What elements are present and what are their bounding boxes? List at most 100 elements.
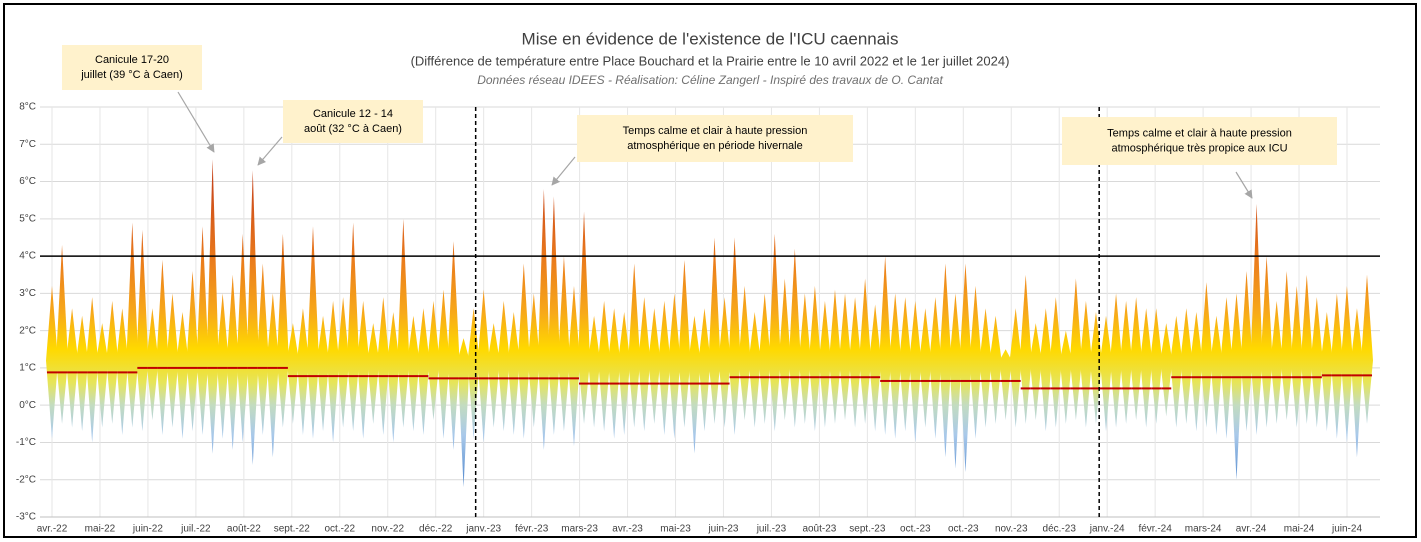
x-tick-label: janv.-24 xyxy=(1089,524,1125,535)
range-spike xyxy=(1059,330,1072,424)
range-spike xyxy=(1230,293,1243,480)
range-spike xyxy=(286,323,299,424)
range-spike xyxy=(1049,297,1062,428)
range-spike xyxy=(517,263,530,439)
y-tick-label: 5°C xyxy=(19,213,36,224)
x-tick-label: déc.-23 xyxy=(1043,524,1077,535)
x-tick-label: mai-24 xyxy=(1284,524,1315,535)
x-tick-label: mai-22 xyxy=(85,524,116,535)
range-spike xyxy=(1009,308,1022,428)
range-spike xyxy=(1220,297,1233,439)
range-spike xyxy=(628,263,641,428)
x-tick-label: juin-23 xyxy=(707,524,738,535)
range-spike xyxy=(929,297,942,439)
chart-frame xyxy=(3,3,1417,538)
range-spike xyxy=(1150,308,1163,424)
range-spike xyxy=(648,308,661,424)
x-tick-label: juil.-22 xyxy=(180,524,211,535)
x-tick-label: mai-23 xyxy=(660,524,691,535)
range-spike xyxy=(1270,300,1283,424)
range-spike xyxy=(919,308,932,428)
range-spike xyxy=(808,285,821,432)
range-spike xyxy=(76,315,89,432)
annotation-text: Canicule 17-20 xyxy=(95,54,169,66)
range-spike xyxy=(557,256,570,432)
range-spike xyxy=(447,241,460,450)
range-spike xyxy=(1019,274,1032,424)
range-spike xyxy=(1170,315,1183,428)
range-spike xyxy=(768,233,781,432)
y-tick-label: -3°C xyxy=(16,512,36,523)
range-spike xyxy=(1160,323,1173,417)
y-tick-label: -2°C xyxy=(16,474,36,485)
range-spike xyxy=(487,323,500,428)
range-spike xyxy=(1210,315,1223,435)
y-tick-label: 2°C xyxy=(19,325,36,336)
annotation-arrow xyxy=(257,136,283,166)
annotation-arrow xyxy=(177,91,215,153)
x-tick-label: oct.-22 xyxy=(324,524,355,535)
range-spike xyxy=(849,297,862,428)
range-spike xyxy=(598,300,611,432)
x-tick-label: mars-24 xyxy=(1185,524,1222,535)
range-spike xyxy=(256,263,269,435)
range-spike xyxy=(1200,282,1213,428)
range-spike xyxy=(216,293,229,439)
range-spike xyxy=(618,312,631,435)
range-spike xyxy=(979,308,992,428)
range-spike xyxy=(196,226,209,435)
range-spike xyxy=(738,285,751,421)
range-spike xyxy=(407,315,420,432)
range-spike xyxy=(608,308,621,439)
range-spike xyxy=(638,297,651,432)
annotation-text: atmosphérique en période hivernale xyxy=(627,140,803,152)
range-spike xyxy=(347,222,360,432)
range-spike xyxy=(126,222,139,428)
annotation-text: Temps calme et clair à haute pression xyxy=(1107,127,1292,139)
range-spike xyxy=(778,278,791,421)
range-spike xyxy=(1290,285,1303,428)
range-spike xyxy=(1100,315,1113,432)
range-spike xyxy=(969,285,982,439)
range-spike xyxy=(246,170,259,465)
range-spike xyxy=(1120,300,1133,424)
range-spike xyxy=(306,226,319,439)
range-spike xyxy=(1300,274,1313,424)
x-tick-label: juin-24 xyxy=(1331,524,1362,535)
chart-subtitle: (Différence de température entre Place B… xyxy=(411,53,1010,68)
y-tick-label: 8°C xyxy=(19,102,36,113)
range-spike xyxy=(477,289,490,443)
x-tick-label: août-22 xyxy=(227,524,261,535)
y-tick-label: -1°C xyxy=(16,437,36,448)
range-spike xyxy=(1260,256,1273,428)
range-spike xyxy=(788,248,801,428)
range-spike xyxy=(427,300,440,421)
range-spike xyxy=(46,285,58,439)
range-spike xyxy=(296,308,309,435)
annotation-box xyxy=(577,115,853,162)
range-spike xyxy=(317,315,330,432)
range-spike xyxy=(748,312,761,428)
range-spike xyxy=(818,300,831,428)
range-spike xyxy=(387,312,400,443)
x-tick-label: nov.-23 xyxy=(995,524,1028,535)
range-spike xyxy=(186,271,199,432)
chart-title: Mise en évidence de l'existence de l'ICU… xyxy=(522,29,899,48)
range-spike xyxy=(1079,300,1092,428)
x-tick-label: oct.-23 xyxy=(900,524,931,535)
range-spike xyxy=(869,304,882,432)
range-spike xyxy=(708,237,721,424)
x-tick-label: mars-23 xyxy=(561,524,598,535)
range-spike xyxy=(688,315,701,454)
range-spike xyxy=(959,263,972,473)
range-spike xyxy=(507,312,520,435)
x-tick-label: sept.-23 xyxy=(849,524,886,535)
range-spike xyxy=(899,297,912,432)
range-spike xyxy=(1330,293,1343,439)
range-spike xyxy=(276,233,289,428)
range-spike xyxy=(437,289,450,439)
range-spike xyxy=(226,274,239,450)
range-spike xyxy=(1280,271,1293,421)
range-spike xyxy=(1039,308,1052,432)
x-tick-label: avr.-22 xyxy=(37,524,68,535)
